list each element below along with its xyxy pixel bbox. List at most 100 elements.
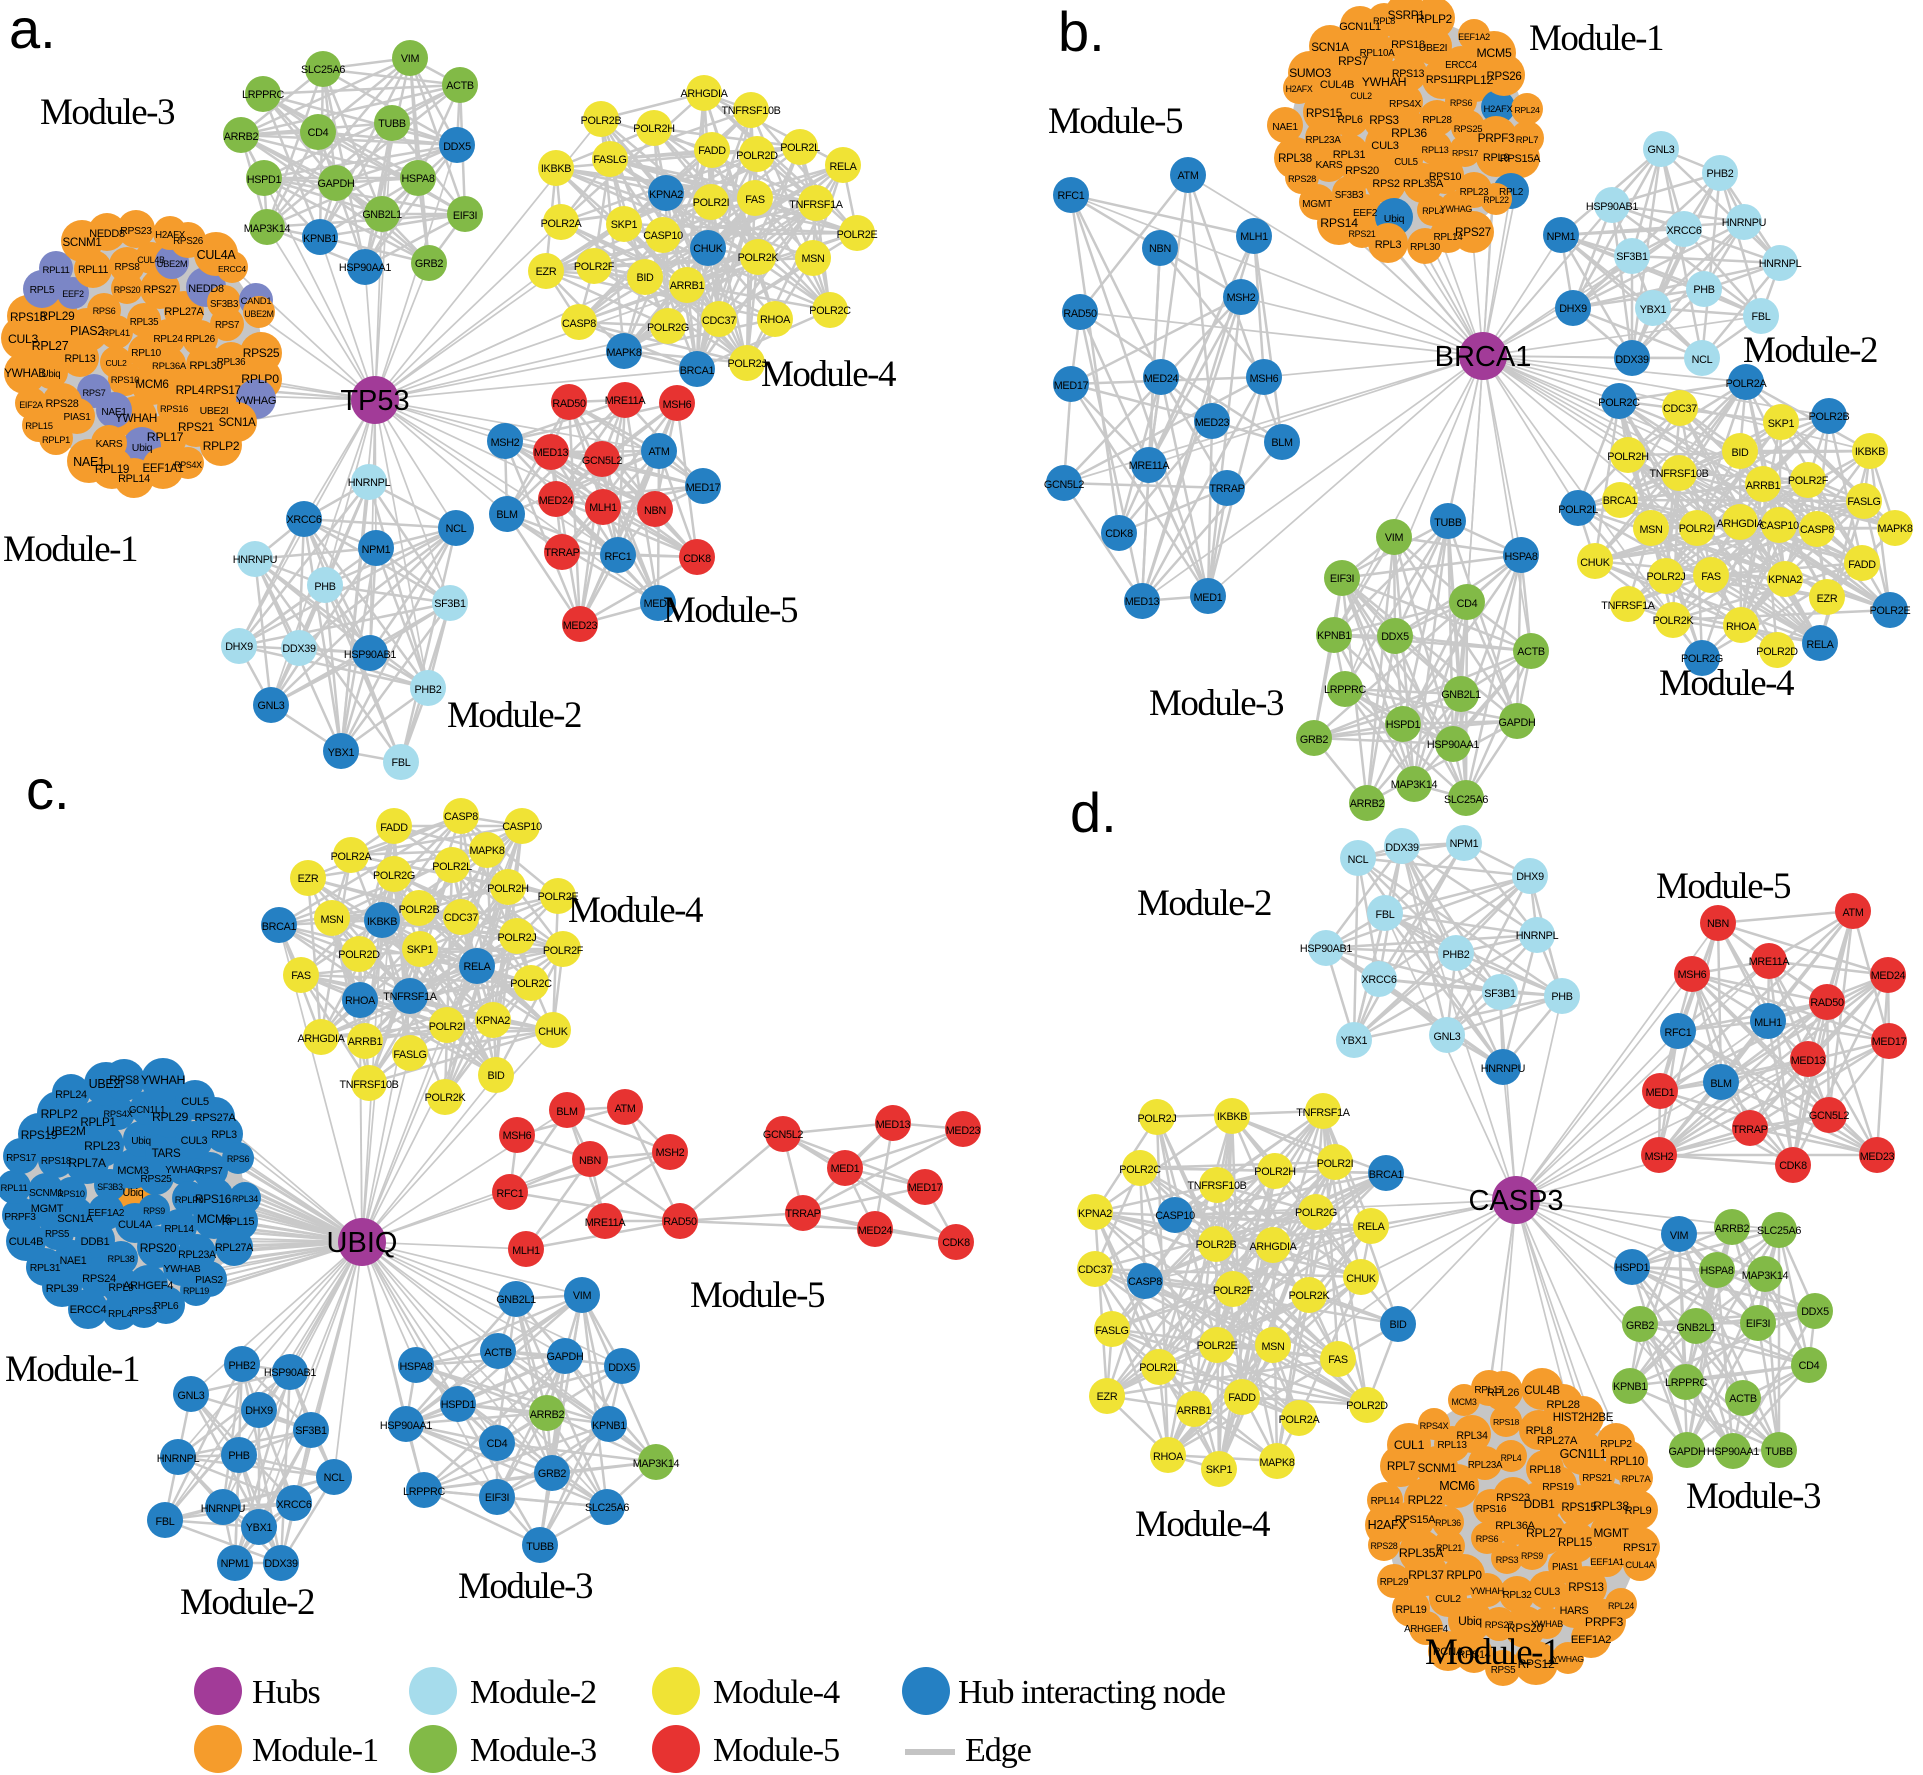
svg-text:RPS15: RPS15 (1561, 1501, 1596, 1514)
svg-text:SCNM1: SCNM1 (1418, 1463, 1457, 1475)
svg-text:H2AFX: H2AFX (1286, 84, 1313, 94)
svg-text:RPS9: RPS9 (1521, 1551, 1543, 1561)
svg-text:FBL: FBL (1752, 311, 1771, 323)
svg-text:ERCC4: ERCC4 (218, 264, 246, 274)
svg-text:YBX1: YBX1 (1640, 304, 1667, 316)
svg-text:MCM6: MCM6 (197, 1212, 232, 1226)
svg-text:RPS18: RPS18 (10, 310, 47, 324)
svg-text:RPS13: RPS13 (1568, 1581, 1604, 1594)
svg-text:CAND1: CAND1 (241, 296, 272, 307)
svg-text:EEF1A2: EEF1A2 (1571, 1634, 1611, 1646)
svg-text:NBN: NBN (1149, 243, 1171, 255)
svg-text:PIAS1: PIAS1 (1552, 1562, 1578, 1573)
svg-text:FAS: FAS (291, 970, 311, 982)
svg-text:Module-3: Module-3 (1686, 1476, 1821, 1517)
svg-text:POLR2I: POLR2I (1317, 1158, 1354, 1170)
svg-text:RPL36A: RPL36A (1495, 1520, 1535, 1532)
svg-text:Edge: Edge (965, 1732, 1031, 1769)
svg-text:MED23: MED23 (1195, 417, 1230, 429)
svg-text:RELA: RELA (463, 961, 491, 973)
svg-text:KPNB1: KPNB1 (1317, 630, 1351, 642)
svg-text:RFC1: RFC1 (605, 551, 632, 563)
svg-text:POLR2L: POLR2L (780, 142, 820, 154)
svg-text:RPL31: RPL31 (30, 1262, 61, 1274)
svg-text:MLH1: MLH1 (1754, 1017, 1782, 1029)
svg-text:POLR2I: POLR2I (429, 1021, 466, 1033)
svg-text:RPL4: RPL4 (176, 383, 205, 397)
svg-text:CUL4A: CUL4A (197, 248, 237, 262)
svg-text:RPS19: RPS19 (21, 1128, 58, 1142)
svg-text:EEF2: EEF2 (1353, 208, 1378, 219)
svg-text:MAP3K14: MAP3K14 (244, 223, 291, 235)
svg-text:TNFRSF1A: TNFRSF1A (789, 199, 843, 211)
svg-text:GNL3: GNL3 (1433, 1031, 1460, 1043)
svg-text:RPS7: RPS7 (82, 388, 105, 398)
svg-text:ARRB2: ARRB2 (224, 131, 259, 143)
svg-text:GRB2: GRB2 (1626, 1320, 1654, 1332)
svg-text:DDB1: DDB1 (81, 1236, 110, 1248)
svg-text:RELA: RELA (829, 161, 857, 173)
svg-text:GCN5L2: GCN5L2 (1044, 479, 1085, 491)
svg-text:Ubiq: Ubiq (131, 1136, 151, 1147)
svg-text:ARHGEF4: ARHGEF4 (1404, 1624, 1449, 1635)
svg-text:ARRB2: ARRB2 (1350, 798, 1385, 810)
svg-text:MED13: MED13 (1791, 1055, 1826, 1067)
svg-text:SF3B3: SF3B3 (97, 1182, 123, 1192)
svg-text:UBE2I: UBE2I (89, 1077, 124, 1091)
svg-text:Ubiq: Ubiq (122, 1187, 143, 1199)
svg-text:ARHGDIA: ARHGDIA (1716, 518, 1764, 530)
svg-text:CASP10: CASP10 (1759, 520, 1799, 532)
svg-text:ARRB1: ARRB1 (348, 1036, 383, 1048)
svg-text:RPL7A: RPL7A (1622, 1474, 1652, 1485)
svg-text:SCN1A: SCN1A (1311, 41, 1349, 54)
svg-text:GNL3: GNL3 (1647, 144, 1674, 156)
svg-text:H2AFX: H2AFX (1368, 1518, 1408, 1532)
svg-text:RPS6: RPS6 (1476, 1534, 1499, 1544)
svg-text:RPS25: RPS25 (1454, 124, 1483, 135)
svg-text:POLR2B: POLR2B (581, 115, 622, 127)
svg-text:RPL7A: RPL7A (68, 1156, 107, 1170)
svg-text:RPS28: RPS28 (1288, 174, 1316, 184)
svg-text:EEF1A2: EEF1A2 (88, 1208, 125, 1219)
svg-text:Module-5: Module-5 (690, 1275, 825, 1316)
svg-text:HARS: HARS (1560, 1605, 1589, 1617)
svg-text:Module-3: Module-3 (1149, 683, 1284, 724)
svg-text:GRB2: GRB2 (415, 258, 443, 270)
svg-text:PHB: PHB (314, 581, 335, 593)
svg-text:RPS28: RPS28 (45, 398, 78, 410)
svg-text:DDX5: DDX5 (608, 1362, 636, 1374)
svg-text:NCL: NCL (1692, 354, 1713, 366)
svg-text:RPL39: RPL39 (46, 1283, 79, 1295)
svg-text:RPL29: RPL29 (1380, 1577, 1408, 1588)
svg-text:HNRNPL: HNRNPL (1516, 930, 1559, 942)
svg-text:SF3B1: SF3B1 (1616, 251, 1648, 263)
svg-text:SLC25A6: SLC25A6 (585, 1502, 629, 1514)
svg-text:RPL27A: RPL27A (1537, 1435, 1578, 1447)
svg-text:EZR: EZR (1097, 1391, 1118, 1403)
svg-text:PCNA: PCNA (1433, 1646, 1464, 1658)
svg-text:Hub interacting node: Hub interacting node (958, 1674, 1225, 1711)
svg-text:TUBB: TUBB (378, 118, 406, 130)
svg-text:YWHAB: YWHAB (1531, 1619, 1563, 1629)
svg-text:ATM: ATM (1842, 907, 1863, 919)
svg-text:RHOA: RHOA (345, 995, 376, 1007)
svg-text:CUL4B: CUL4B (1524, 1385, 1560, 1397)
svg-text:RPS3: RPS3 (131, 1306, 157, 1317)
svg-text:RPL28: RPL28 (1422, 115, 1452, 126)
svg-text:BID: BID (636, 272, 654, 284)
svg-text:RPS19: RPS19 (1542, 1482, 1574, 1493)
svg-text:FASLG: FASLG (1095, 1325, 1128, 1337)
svg-text:RPL24: RPL24 (1608, 1601, 1634, 1611)
svg-text:FASLG: FASLG (593, 154, 626, 166)
svg-text:RPS28: RPS28 (1370, 1541, 1397, 1551)
svg-text:HNRNPL: HNRNPL (348, 477, 391, 489)
svg-text:DHX9: DHX9 (1516, 871, 1544, 883)
svg-text:RPL35A: RPL35A (1403, 178, 1444, 190)
svg-text:CASP8: CASP8 (562, 318, 596, 330)
svg-text:RPS4X: RPS4X (174, 460, 202, 470)
svg-text:MED1: MED1 (1194, 592, 1223, 604)
svg-text:RPS14: RPS14 (1457, 1649, 1490, 1661)
svg-text:Module-1: Module-1 (1529, 18, 1663, 59)
svg-text:MLH1: MLH1 (589, 502, 617, 514)
svg-text:MED13: MED13 (1125, 596, 1160, 608)
